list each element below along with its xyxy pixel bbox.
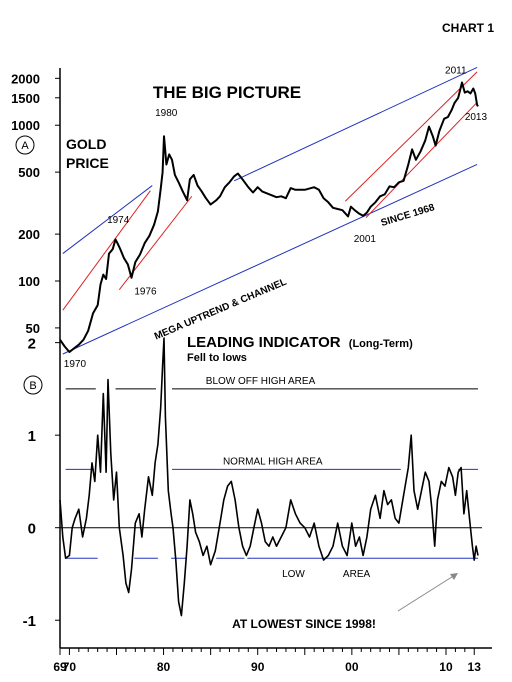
panel-b-title: LEADING INDICATOR (Long-Term) [187,334,413,351]
x-tick-label: 10 [439,660,453,674]
indicator-y-ticks: -1 0 1 2 [23,336,60,630]
zone-text-label: LOW [282,569,305,580]
indicator-y-tick-label: 2 [28,336,36,353]
x-tick-label: 00 [345,660,359,674]
zone-label: NORMAL HIGH AREA [223,456,323,467]
x-tick-label: 70 [63,660,77,674]
year-annotation: 2013 [465,112,488,123]
x-tick-label: 69 [53,660,67,674]
panel-a-badge: A [21,140,29,152]
gold-y-tick-label: 1000 [11,118,40,133]
year-annotation: 1970 [64,359,87,370]
note-arrow [397,574,456,612]
indicator-y-tick-label: 0 [28,521,36,538]
channel-line [233,66,478,182]
gold-price-y-ticks: 50 100 200 500 1000 1500 2000 [11,71,60,336]
channel-line [62,185,153,254]
indicator-zone-lines: BLOW OFF HIGH AREA NORMAL HIGH AREA [65,376,478,559]
zone-text: LOW AREA [282,569,370,580]
panel-b-badge: B [29,380,36,392]
chart-number-label: CHART 1 [442,21,494,35]
year-annotation: 1980 [155,108,178,119]
year-annotation: 1974 [107,215,130,226]
channel-line [365,102,478,219]
gold-y-tick-label: 100 [18,274,40,289]
channel-labels: MEGA UPTREND & CHANNEL SINCE 1968 [153,202,437,342]
channel-label: SINCE 1968 [380,202,437,229]
channel-label: MEGA UPTREND & CHANNEL [153,277,288,343]
gold-y-tick-label: 500 [18,165,40,180]
x-tick-label: 13 [468,660,482,674]
panel-a-title: THE BIG PICTURE [153,83,301,102]
year-annotation: 2001 [354,234,377,245]
channel-line [344,71,478,202]
note-arrow-head [450,573,458,580]
lowest-note: AT LOWEST SINCE 1998! [232,617,376,631]
panel-a-badge-circle [15,135,35,155]
zone-text-label: AREA [343,569,371,580]
gold-y-tick-label: 1500 [11,91,40,106]
gold-price-panel: 50 100 200 500 1000 1500 2000 1970 1974 1976 1980… [11,65,487,370]
trend-channel-lines [62,66,478,355]
year-annotation: 1976 [134,286,157,297]
indicator-title-suffix: (Long-Term) [349,338,413,350]
indicator-subtitle: Fell to lows [187,352,247,364]
x-tick-label: 80 [157,660,171,674]
gold-price-series-line [59,81,479,353]
zone-label: BLOW OFF HIGH AREA [206,376,316,387]
gold-price-label-line-1: GOLD [66,136,106,152]
leading-indicator-series-line [59,337,479,617]
channel-line [62,190,151,311]
indicator-title: LEADING INDICATOR [187,334,341,351]
x-tick-label: 90 [251,660,265,674]
gold-y-tick-label: 50 [26,321,40,336]
gold-y-tick-label: 200 [18,227,40,242]
channel-line [62,164,478,355]
gold-price-label-line-2: PRICE [66,155,109,171]
indicator-y-tick-label: -1 [23,613,36,630]
gold-y-tick-label: 2000 [11,71,40,86]
indicator-y-tick-label: 1 [28,428,36,445]
year-annotation: 2011 [445,65,467,76]
panel-b-badge-circle [23,375,43,395]
leading-indicator-panel: -1 0 1 2 BLOW OFF HIGH AREA NORMAL HIGH AREA… [23,334,482,674]
gold-price-year-annotations: 1970 1974 1976 1980 2001 2011 2013 [64,65,488,370]
